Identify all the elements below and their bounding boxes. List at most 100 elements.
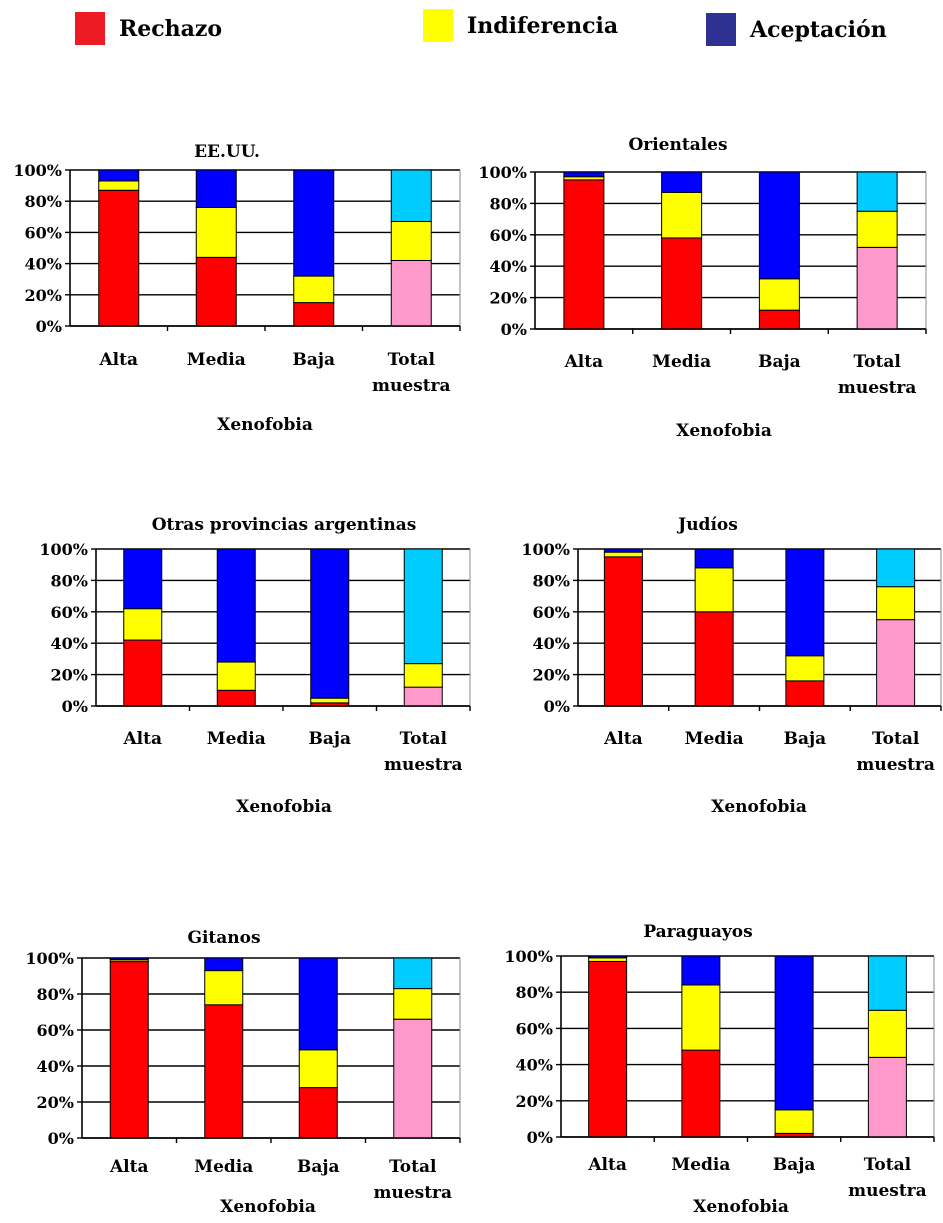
category-label: Total bbox=[864, 1155, 912, 1175]
y-tick-label: 100% bbox=[13, 161, 62, 180]
bar-indiferencia bbox=[876, 586, 916, 621]
bar-indiferencia bbox=[681, 984, 721, 1051]
bar-aceptacion bbox=[123, 548, 163, 610]
bar-indiferencia bbox=[293, 275, 335, 304]
bar-aceptacion bbox=[390, 169, 432, 222]
bar-aceptacion bbox=[774, 955, 814, 1111]
category-label: Baja bbox=[758, 352, 801, 372]
y-tick-label: 60% bbox=[51, 603, 88, 622]
bar-aceptacion bbox=[785, 548, 825, 657]
legend-label: Indiferencia bbox=[467, 12, 619, 39]
bar-aceptacion bbox=[109, 957, 149, 961]
legend-swatch-aceptacion bbox=[706, 13, 736, 46]
y-tick-label: 100% bbox=[25, 949, 74, 968]
bar-indiferencia bbox=[390, 220, 432, 261]
y-tick-label: 60% bbox=[533, 603, 570, 622]
x-axis-title: Xenofobia bbox=[236, 797, 332, 817]
y-tick-label: 20% bbox=[37, 1093, 74, 1112]
y-tick-label: 80% bbox=[37, 985, 74, 1004]
bar-indiferencia bbox=[123, 608, 163, 641]
chart-title: EE.UU. bbox=[194, 142, 260, 162]
y-tick-label: 60% bbox=[490, 226, 527, 245]
legend-item-aceptacion: Aceptación bbox=[706, 13, 887, 46]
chart-title: Otras provincias argentinas bbox=[152, 515, 417, 535]
bar-rechazo bbox=[876, 619, 916, 707]
bar-aceptacion bbox=[293, 169, 335, 277]
y-tick-label: 0% bbox=[48, 1129, 74, 1148]
y-tick-label: 60% bbox=[37, 1021, 74, 1040]
y-tick-label: 40% bbox=[25, 255, 62, 274]
y-tick-label: 40% bbox=[37, 1057, 74, 1076]
category-label: muestra bbox=[848, 1181, 927, 1201]
y-tick-label: 80% bbox=[51, 571, 88, 590]
category-label: Media bbox=[207, 729, 266, 749]
bar-aceptacion bbox=[694, 548, 734, 569]
category-label: Alta bbox=[587, 1155, 627, 1175]
category-label: Alta bbox=[98, 350, 138, 370]
bar-aceptacion bbox=[195, 169, 237, 208]
legend-label: Aceptación bbox=[750, 16, 887, 43]
y-tick-label: 0% bbox=[544, 697, 570, 716]
bar-aceptacion bbox=[403, 548, 443, 665]
category-label: Media bbox=[652, 352, 711, 372]
bar-indiferencia bbox=[393, 988, 433, 1020]
category-label: muestra bbox=[372, 376, 451, 396]
category-label: Baja bbox=[773, 1155, 816, 1175]
y-tick-label: 80% bbox=[25, 192, 62, 211]
category-label: Media bbox=[194, 1157, 253, 1177]
y-tick-label: 100% bbox=[478, 163, 527, 182]
y-tick-label: 40% bbox=[51, 634, 88, 653]
legend-swatch-indiferencia bbox=[423, 9, 453, 42]
x-axis-title: Xenofobia bbox=[676, 421, 772, 441]
y-tick-label: 100% bbox=[504, 947, 553, 966]
legend-item-indiferencia: Indiferencia bbox=[423, 9, 618, 42]
category-label: Baja bbox=[784, 729, 827, 749]
category-label: Alta bbox=[122, 729, 162, 749]
chart-title: Orientales bbox=[628, 135, 727, 155]
y-tick-label: 0% bbox=[62, 697, 88, 716]
legend-item-rechazo: Rechazo bbox=[75, 12, 222, 45]
category-label: Baja bbox=[297, 1157, 340, 1177]
y-tick-label: 20% bbox=[533, 666, 570, 685]
bar-aceptacion bbox=[681, 955, 721, 986]
bar-rechazo bbox=[109, 961, 149, 1139]
y-tick-label: 20% bbox=[490, 289, 527, 308]
chart-title: Judíos bbox=[676, 515, 738, 535]
category-label: Alta bbox=[109, 1157, 149, 1177]
bar-aceptacion bbox=[856, 171, 898, 212]
bar-indiferencia bbox=[694, 567, 734, 613]
bar-indiferencia bbox=[785, 655, 825, 682]
bar-aceptacion bbox=[216, 548, 256, 663]
bar-aceptacion bbox=[867, 955, 907, 1011]
category-label: Total bbox=[872, 729, 920, 749]
y-tick-label: 100% bbox=[521, 540, 570, 559]
y-tick-label: 20% bbox=[51, 666, 88, 685]
bar-rechazo bbox=[195, 256, 237, 327]
bar-aceptacion bbox=[758, 171, 800, 280]
bar-rechazo bbox=[856, 246, 898, 330]
chart-title: Paraguayos bbox=[643, 922, 752, 942]
bar-aceptacion bbox=[393, 957, 433, 990]
y-tick-label: 20% bbox=[516, 1092, 553, 1111]
category-label: muestra bbox=[856, 755, 935, 775]
bar-aceptacion bbox=[876, 548, 916, 588]
bar-aceptacion bbox=[588, 955, 628, 959]
bar-rechazo bbox=[867, 1056, 907, 1138]
y-tick-label: 80% bbox=[533, 571, 570, 590]
category-label: Alta bbox=[564, 352, 604, 372]
bar-aceptacion bbox=[298, 957, 338, 1051]
y-tick-label: 0% bbox=[527, 1128, 553, 1147]
bar-indiferencia bbox=[774, 1109, 814, 1134]
category-label: Total bbox=[853, 352, 901, 372]
bar-rechazo bbox=[390, 259, 432, 327]
bar-aceptacion bbox=[661, 171, 703, 193]
category-label: Total bbox=[388, 350, 436, 370]
category-label: muestra bbox=[373, 1183, 452, 1203]
bar-aceptacion bbox=[563, 171, 605, 178]
bar-indiferencia bbox=[204, 970, 244, 1006]
category-label: muestra bbox=[838, 378, 917, 398]
legend: Rechazo Indiferencia Aceptación bbox=[0, 0, 943, 70]
